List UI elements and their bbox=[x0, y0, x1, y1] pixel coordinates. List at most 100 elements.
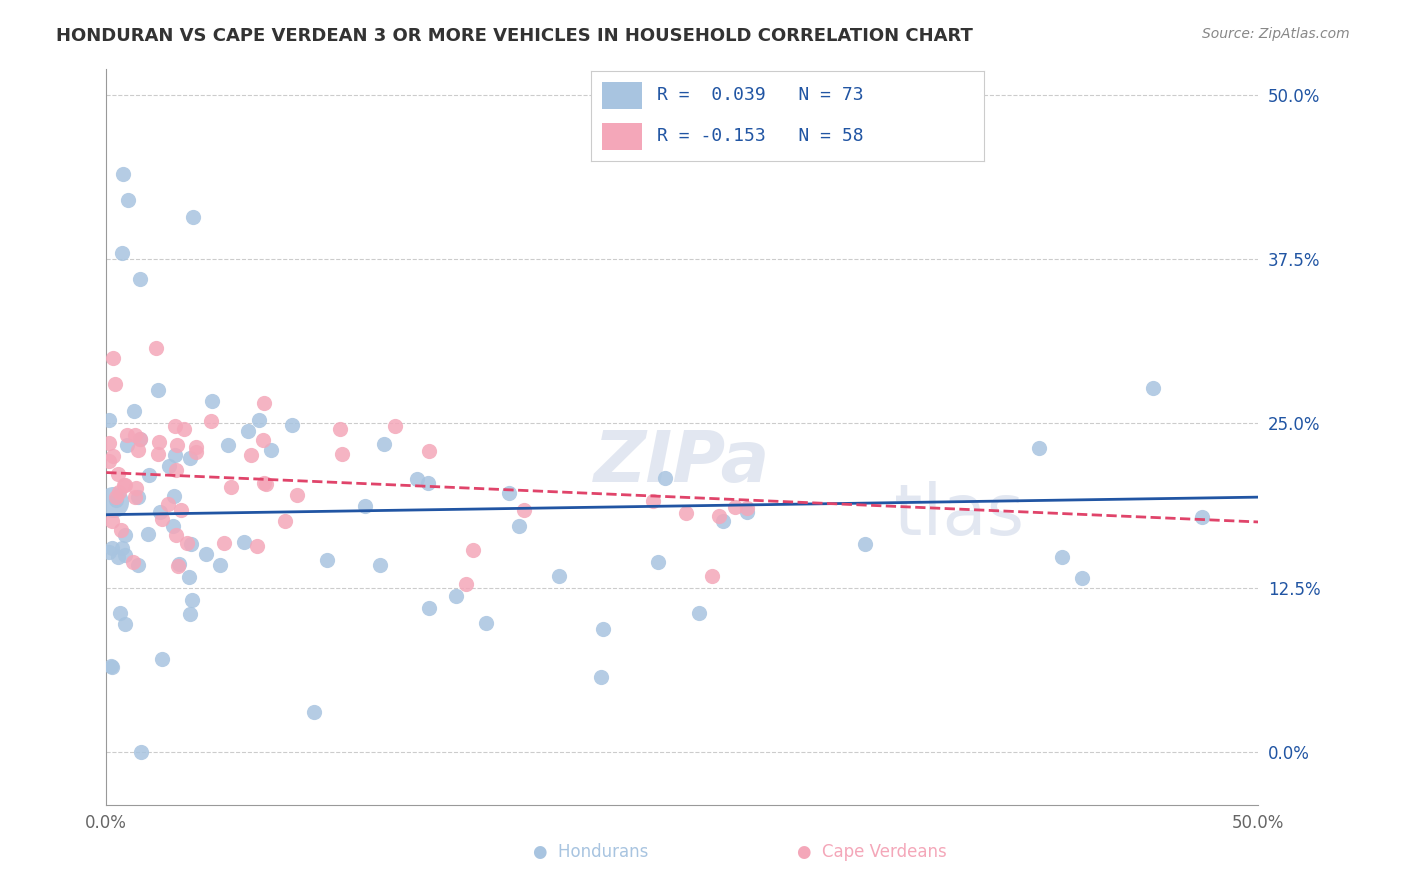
Point bbox=[173, 422, 195, 436]
Point bbox=[100, 659, 122, 673]
Point bbox=[384, 419, 406, 434]
Point bbox=[167, 558, 190, 572]
Point bbox=[136, 526, 159, 541]
Point bbox=[108, 484, 131, 499]
Point bbox=[589, 670, 612, 684]
Point bbox=[208, 558, 231, 573]
Point bbox=[508, 518, 530, 533]
Text: Source: ZipAtlas.com: Source: ZipAtlas.com bbox=[1202, 27, 1350, 41]
Point bbox=[114, 548, 136, 562]
Point bbox=[122, 555, 145, 569]
Point bbox=[180, 537, 202, 551]
Point bbox=[1071, 571, 1094, 585]
Point bbox=[1050, 549, 1073, 564]
Point bbox=[145, 341, 167, 355]
Point bbox=[138, 467, 160, 482]
Point bbox=[316, 553, 339, 567]
Point bbox=[548, 569, 571, 583]
Point bbox=[117, 193, 139, 207]
Point bbox=[253, 475, 276, 490]
Point bbox=[183, 211, 205, 225]
Point bbox=[150, 651, 173, 665]
Point bbox=[217, 438, 239, 452]
Point bbox=[115, 438, 138, 452]
Point bbox=[1142, 381, 1164, 395]
Point bbox=[97, 454, 120, 468]
Point bbox=[105, 490, 128, 504]
Point bbox=[104, 492, 127, 507]
Point bbox=[252, 433, 274, 447]
Point bbox=[200, 414, 222, 428]
Point bbox=[101, 450, 124, 464]
Point bbox=[707, 508, 730, 523]
Point bbox=[247, 413, 270, 427]
Point bbox=[418, 600, 440, 615]
Point bbox=[274, 514, 297, 528]
Point bbox=[711, 515, 734, 529]
Point bbox=[654, 471, 676, 485]
Point bbox=[724, 500, 747, 515]
Point bbox=[513, 502, 536, 516]
Point bbox=[148, 447, 170, 461]
Text: R = -0.153   N = 58: R = -0.153 N = 58 bbox=[658, 128, 865, 145]
Point bbox=[100, 660, 122, 674]
Point bbox=[444, 589, 467, 603]
Point bbox=[112, 478, 135, 492]
Point bbox=[330, 447, 353, 461]
Point bbox=[111, 245, 134, 260]
Point bbox=[184, 440, 207, 454]
Point bbox=[101, 514, 124, 528]
Point bbox=[98, 545, 121, 559]
Point bbox=[157, 458, 180, 473]
Point bbox=[475, 616, 498, 631]
Point bbox=[103, 377, 125, 392]
Point bbox=[125, 481, 148, 495]
Point bbox=[1191, 510, 1213, 524]
Text: HONDURAN VS CAPE VERDEAN 3 OR MORE VEHICLES IN HOUSEHOLD CORRELATION CHART: HONDURAN VS CAPE VERDEAN 3 OR MORE VEHIC… bbox=[56, 27, 973, 45]
Point bbox=[165, 527, 187, 541]
Point bbox=[127, 558, 149, 572]
Point bbox=[167, 559, 190, 574]
Point bbox=[236, 424, 259, 438]
Point bbox=[148, 384, 170, 398]
Text: tlas: tlas bbox=[894, 481, 1024, 550]
Point bbox=[166, 438, 188, 452]
Point bbox=[170, 503, 193, 517]
Point bbox=[112, 167, 135, 181]
Point bbox=[176, 536, 198, 550]
Point bbox=[260, 442, 283, 457]
Point bbox=[735, 501, 758, 516]
Point bbox=[212, 536, 235, 550]
Point bbox=[418, 444, 440, 458]
Point bbox=[302, 706, 325, 720]
Point bbox=[1028, 441, 1050, 455]
Point bbox=[853, 537, 876, 551]
Point bbox=[406, 472, 429, 486]
Text: ●  Cape Verdeans: ● Cape Verdeans bbox=[797, 843, 946, 861]
Point bbox=[641, 493, 664, 508]
Point bbox=[165, 463, 187, 477]
Point bbox=[252, 396, 274, 410]
Text: ●  Hondurans: ● Hondurans bbox=[533, 843, 648, 861]
Point bbox=[162, 519, 184, 533]
Bar bbox=[602, 82, 641, 109]
Point bbox=[97, 413, 120, 427]
Point bbox=[280, 418, 302, 433]
Point bbox=[592, 622, 614, 636]
Point bbox=[114, 478, 136, 492]
Point bbox=[181, 593, 204, 607]
Point bbox=[675, 506, 697, 520]
Point bbox=[179, 607, 201, 622]
Point bbox=[128, 272, 150, 286]
Point bbox=[285, 488, 308, 502]
Point bbox=[179, 451, 201, 466]
Point bbox=[157, 498, 180, 512]
Point bbox=[110, 524, 132, 538]
Point bbox=[647, 555, 669, 569]
Point bbox=[186, 445, 208, 459]
Point bbox=[122, 404, 145, 418]
Point bbox=[463, 543, 485, 558]
Point bbox=[195, 547, 218, 561]
Point bbox=[148, 435, 170, 450]
Point bbox=[232, 535, 254, 549]
